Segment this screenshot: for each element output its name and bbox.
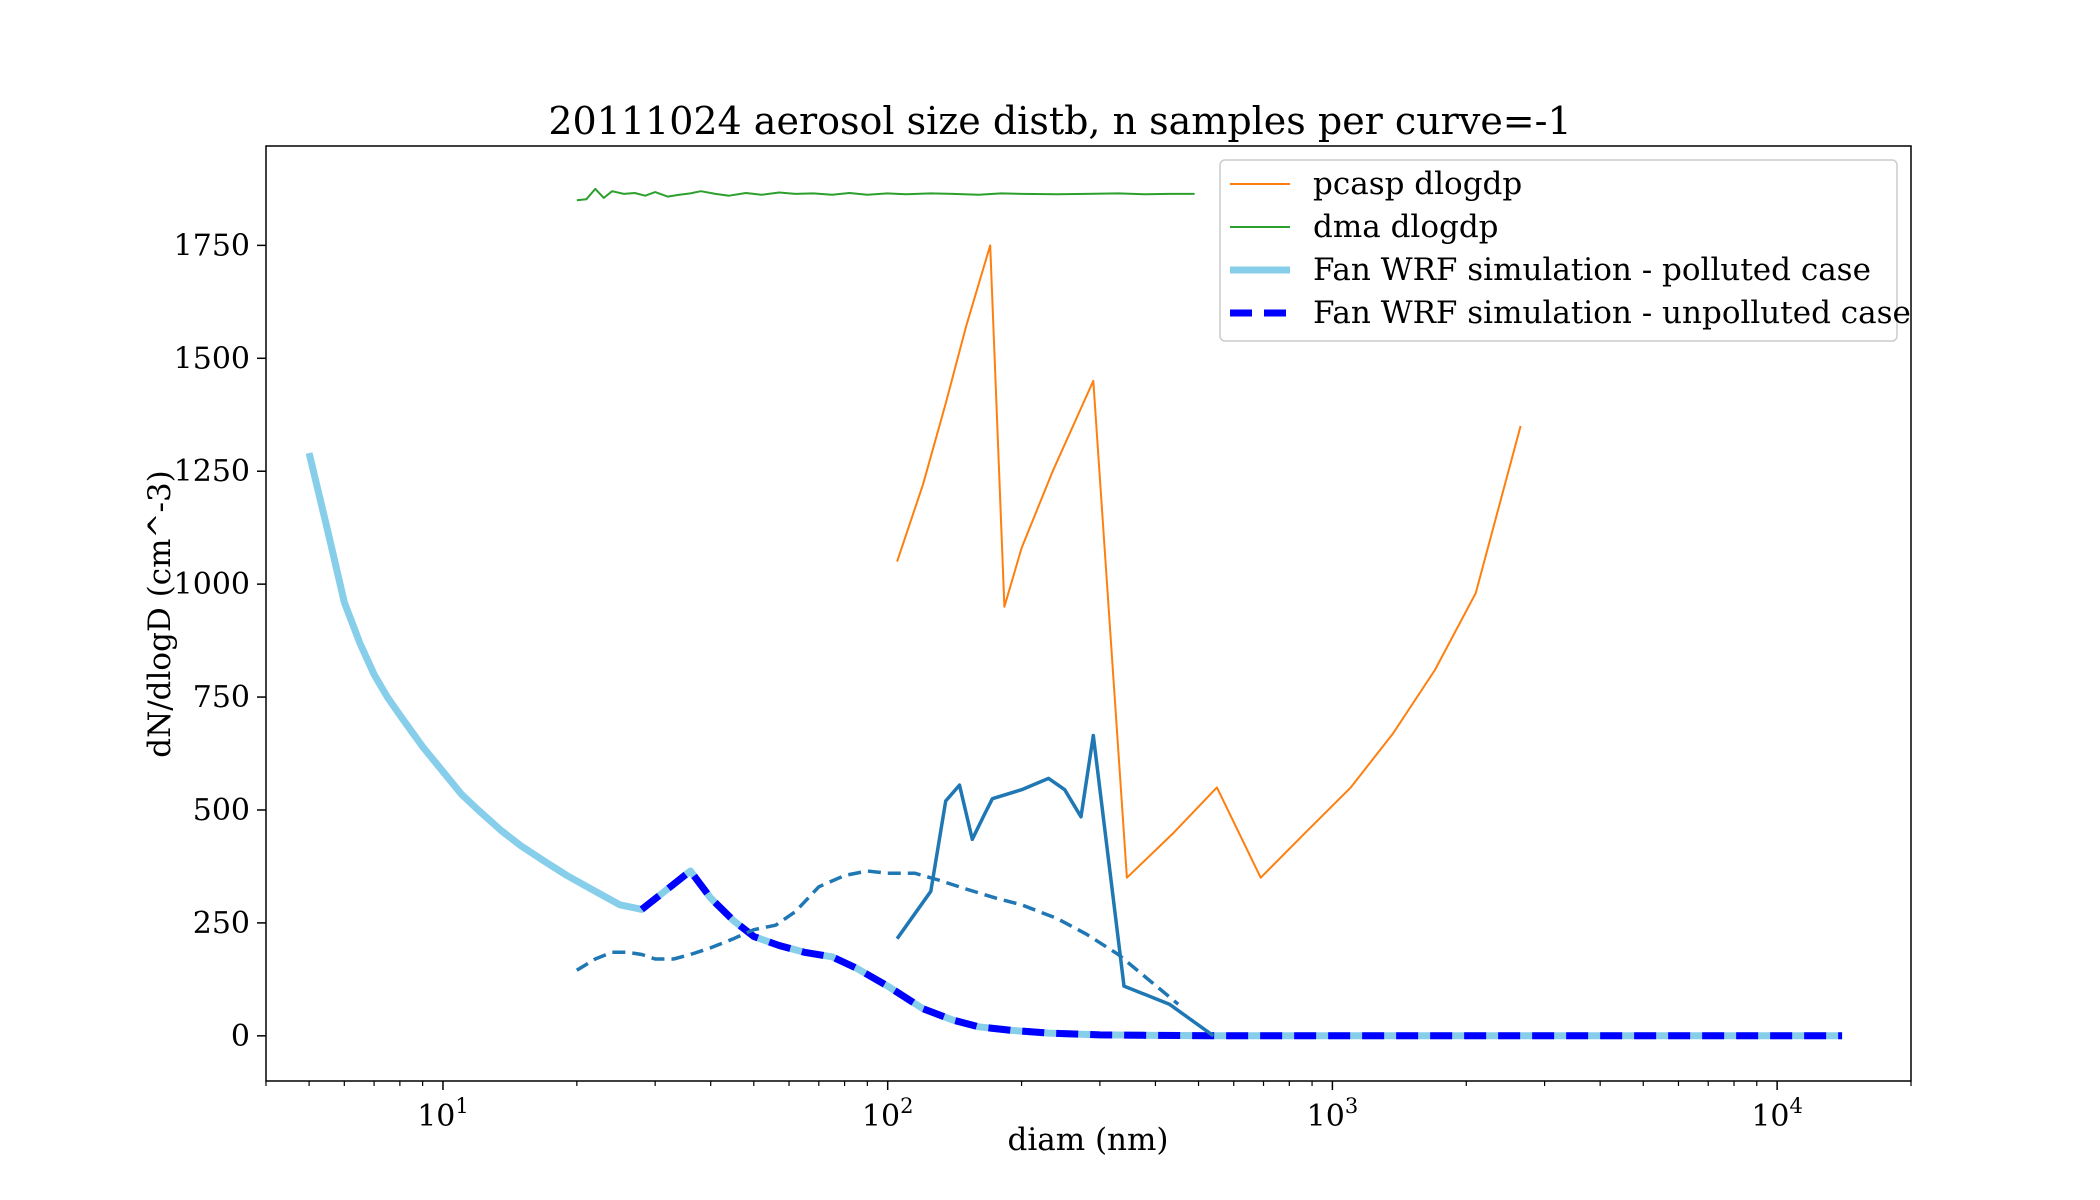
- y-tick-label-5: 1250: [174, 454, 250, 489]
- series-line-0: [896, 244, 1522, 879]
- y-tick-label-3: 750: [193, 680, 250, 715]
- x-tick-exponent-3: 4: [1790, 1094, 1803, 1118]
- y-tick-label-7: 1750: [174, 228, 250, 263]
- y-tick-label-2: 500: [193, 793, 250, 828]
- series-line-4: [895, 733, 1215, 1038]
- x-tick-label-0: 101: [417, 1094, 469, 1134]
- legend-box: [1219, 159, 1898, 342]
- y-tick-label-0: 0: [231, 1019, 250, 1054]
- y-tick-label-4: 1000: [174, 567, 250, 602]
- chart-title: 20111024 aerosol size distb, n samples p…: [548, 99, 1571, 143]
- x-tick-exponent-1: 2: [900, 1094, 913, 1118]
- y-tick-label-1: 250: [193, 906, 250, 941]
- series-line-2: [305, 452, 1843, 1040]
- series-line-1: [576, 187, 1195, 202]
- series-line-5: [575, 869, 1180, 1006]
- legend-label-2: Fan WRF simulation - polluted case: [1313, 252, 1871, 288]
- y-axis: 0 250 500 750 1000 1250 1500 1750: [174, 228, 266, 1054]
- series-layer: [305, 187, 1843, 1040]
- x-tick-label-1: 102: [862, 1094, 914, 1134]
- plot-frame: [265, 145, 1912, 1082]
- y-tick-label-6: 1500: [174, 341, 250, 376]
- x-tick-label-2: 103: [1307, 1094, 1359, 1134]
- series-line-3: [639, 867, 1843, 1040]
- legend-label-3: Fan WRF simulation - unpolluted case: [1313, 295, 1911, 331]
- x-tick-label-3: 104: [1751, 1094, 1803, 1134]
- x-axis-label: diam (nm): [1007, 1122, 1168, 1158]
- x-tick-exponent-2: 3: [1345, 1094, 1358, 1118]
- legend-label-0: pcasp dlogdp: [1313, 166, 1522, 202]
- legend: pcasp dlogdp dma dlogdp Fan WRF simulation…: [1219, 159, 1911, 342]
- x-tick-exponent-0: 1: [455, 1094, 468, 1118]
- legend-label-1: dma dlogdp: [1313, 209, 1499, 245]
- y-axis-label: dN/dlogD (cm^-3): [142, 470, 178, 758]
